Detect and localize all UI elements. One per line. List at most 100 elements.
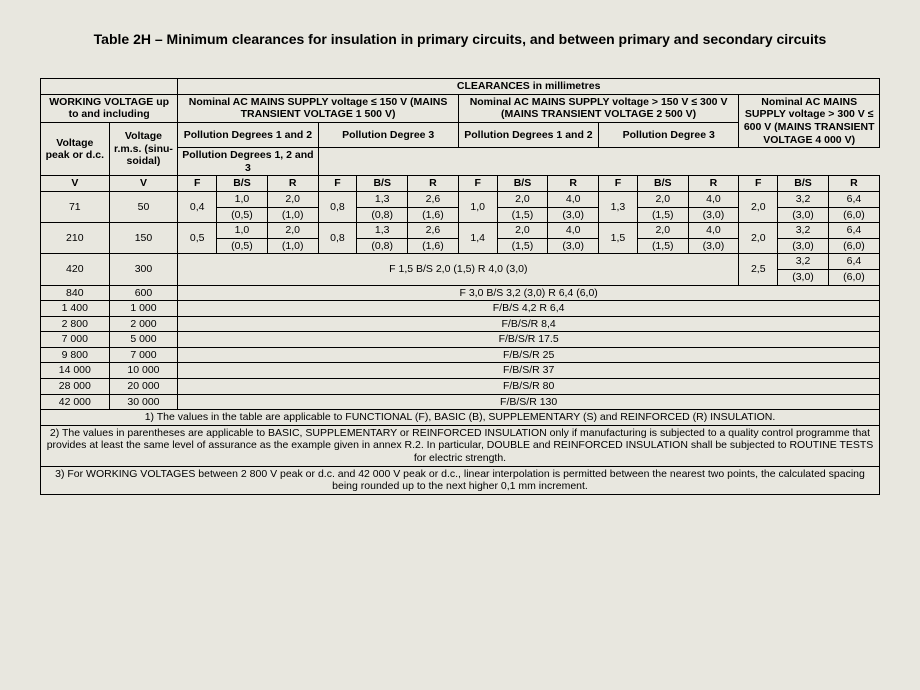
table-title: Table 2H – Minimum clearances for insula… [60, 30, 860, 48]
cell: 6,4 [828, 254, 879, 270]
cell: 1,5 [599, 223, 638, 254]
cell: 0,8 [318, 191, 357, 222]
cell: 4,0 [688, 223, 739, 239]
cell: 9 800 [41, 347, 110, 363]
header-cell: Pollution Degrees 1, 2 and 3 [178, 148, 318, 176]
cell: F/B/S 4,2 R 6,4 [178, 301, 880, 317]
cell: 1,0 [217, 191, 268, 207]
cell: (1,5) [637, 207, 688, 223]
cell: 2,0 [637, 223, 688, 239]
cell: 30 000 [109, 394, 178, 410]
cell: 42 000 [41, 394, 110, 410]
cell: (3,0) [778, 238, 829, 254]
clearances-header: CLEARANCES in millimetres [178, 79, 880, 95]
cell: 1 400 [41, 301, 110, 317]
cell: (3,0) [778, 207, 829, 223]
cell: 2,6 [408, 223, 459, 239]
cell: 28 000 [41, 379, 110, 395]
header-cell: R [267, 176, 318, 192]
header-cell: Pollution Degree 3 [599, 122, 739, 147]
cell: (0,8) [357, 238, 408, 254]
cell: (3,0) [548, 207, 599, 223]
cell: (6,0) [828, 269, 879, 285]
cell: 420 [41, 254, 110, 285]
note: 2) The values in parentheses are applica… [41, 425, 880, 466]
cell: (0,8) [357, 207, 408, 223]
cell: 600 [109, 285, 178, 301]
header-cell: B/S [637, 176, 688, 192]
cell: 1,0 [458, 191, 497, 222]
cell: (6,0) [828, 238, 879, 254]
note: 1) The values in the table are applicabl… [41, 410, 880, 426]
cell: 6,4 [828, 223, 879, 239]
header-cell: Voltage peak or d.c. [41, 122, 110, 175]
cell: 5 000 [109, 332, 178, 348]
note: 3) For WORKING VOLTAGES between 2 800 V … [41, 466, 880, 494]
header-cell: F [178, 176, 217, 192]
cell: F/B/S/R 37 [178, 363, 880, 379]
header-cell: Pollution Degree 3 [318, 122, 458, 147]
header-cell: F [739, 176, 778, 192]
cell: 0,8 [318, 223, 357, 254]
cell: F/B/S/R 25 [178, 347, 880, 363]
cell: 2,0 [497, 191, 548, 207]
cell: 14 000 [41, 363, 110, 379]
header-cell: Nominal AC MAINS SUPPLY voltage > 300 V … [739, 94, 880, 147]
cell: F/B/S/R 130 [178, 394, 880, 410]
cell: 1,3 [357, 223, 408, 239]
cell: 210 [41, 223, 110, 254]
cell: 3,2 [778, 223, 829, 239]
cell: 4,0 [548, 191, 599, 207]
cell: 6,4 [828, 191, 879, 207]
cell: 2,0 [637, 191, 688, 207]
cell: 3,2 [778, 254, 829, 270]
cell: 2,0 [267, 223, 318, 239]
cell: 20 000 [109, 379, 178, 395]
cell: 4,0 [548, 223, 599, 239]
cell: (3,0) [688, 207, 739, 223]
cell: 7 000 [109, 347, 178, 363]
cell: (0,5) [217, 207, 268, 223]
header-cell: Pollution Degrees 1 and 2 [178, 122, 318, 147]
cell: (1,0) [267, 238, 318, 254]
cell: 2,0 [497, 223, 548, 239]
cell: 840 [41, 285, 110, 301]
cell: 150 [109, 223, 178, 254]
header-cell: B/S [497, 176, 548, 192]
cell: 300 [109, 254, 178, 285]
header-cell: Voltage r.m.s. (sinu-soidal) [109, 122, 178, 175]
cell: 71 [41, 191, 110, 222]
cell: 2,0 [739, 223, 778, 254]
cell: 10 000 [109, 363, 178, 379]
header-cell: V [41, 176, 110, 192]
header-cell: Nominal AC MAINS SUPPLY voltage > 150 V … [458, 94, 739, 122]
header-cell: R [548, 176, 599, 192]
header-cell: R [408, 176, 459, 192]
header-cell: Nominal AC MAINS SUPPLY voltage ≤ 150 V … [178, 94, 459, 122]
cell: 1,0 [217, 223, 268, 239]
cell: (3,0) [548, 238, 599, 254]
header-cell: B/S [357, 176, 408, 192]
header-cell: Pollution Degrees 1 and 2 [458, 122, 598, 147]
header-cell: F [318, 176, 357, 192]
cell: 50 [109, 191, 178, 222]
cell: F/B/S/R 17.5 [178, 332, 880, 348]
clearance-table: CLEARANCES in millimetresWORKING VOLTAGE… [40, 78, 880, 495]
header-cell: WORKING VOLTAGE up to and including [41, 94, 178, 122]
cell: 4,0 [688, 191, 739, 207]
cell: (1,6) [408, 238, 459, 254]
cell: (6,0) [828, 207, 879, 223]
cell: 2,0 [267, 191, 318, 207]
cell: 1,4 [458, 223, 497, 254]
cell: (3,0) [778, 269, 829, 285]
cell: (1,5) [497, 238, 548, 254]
cell: (1,6) [408, 207, 459, 223]
cell: 2 800 [41, 316, 110, 332]
header-cell: R [688, 176, 739, 192]
cell: 1,3 [599, 191, 638, 222]
cell: F 3,0 B/S 3,2 (3,0) R 6,4 (6,0) [178, 285, 880, 301]
cell: F/B/S/R 80 [178, 379, 880, 395]
cell: 0,4 [178, 191, 217, 222]
header-cell: R [828, 176, 879, 192]
cell: 2,5 [739, 254, 778, 285]
